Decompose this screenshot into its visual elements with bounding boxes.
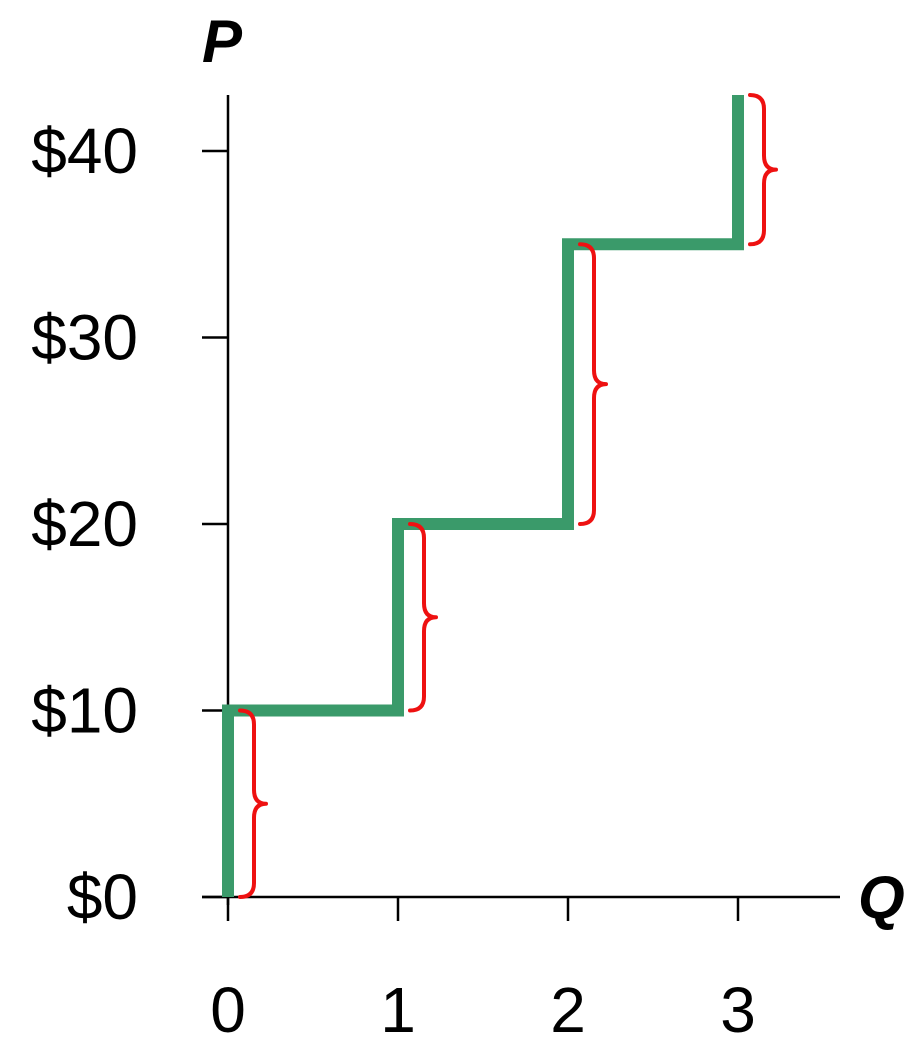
y-tick-label: $30 (31, 302, 138, 374)
chart-axes (202, 95, 840, 905)
y-tick-label: $0 (67, 861, 138, 933)
y-tick-label: $40 (31, 115, 138, 187)
x-tick-label: 0 (210, 974, 246, 1040)
x-axis-title: Q (858, 864, 905, 931)
chart-ticks: $0 $10 $20 $30 $40 0 1 2 3 (31, 115, 756, 1040)
y-tick-label: $20 (31, 488, 138, 560)
x-tick-label: 1 (380, 974, 416, 1040)
x-tick-label: 2 (550, 974, 586, 1040)
supply-step-line (222, 95, 744, 897)
y-tick-label: $10 (31, 675, 138, 747)
chart-series (222, 95, 744, 897)
chart-braces (238, 93, 778, 899)
curly-brace (748, 93, 778, 247)
x-tick-label: 3 (720, 974, 756, 1040)
curly-brace (408, 522, 438, 713)
y-axis-title: P (202, 8, 243, 75)
curly-brace (578, 242, 608, 526)
curly-brace (238, 708, 268, 899)
